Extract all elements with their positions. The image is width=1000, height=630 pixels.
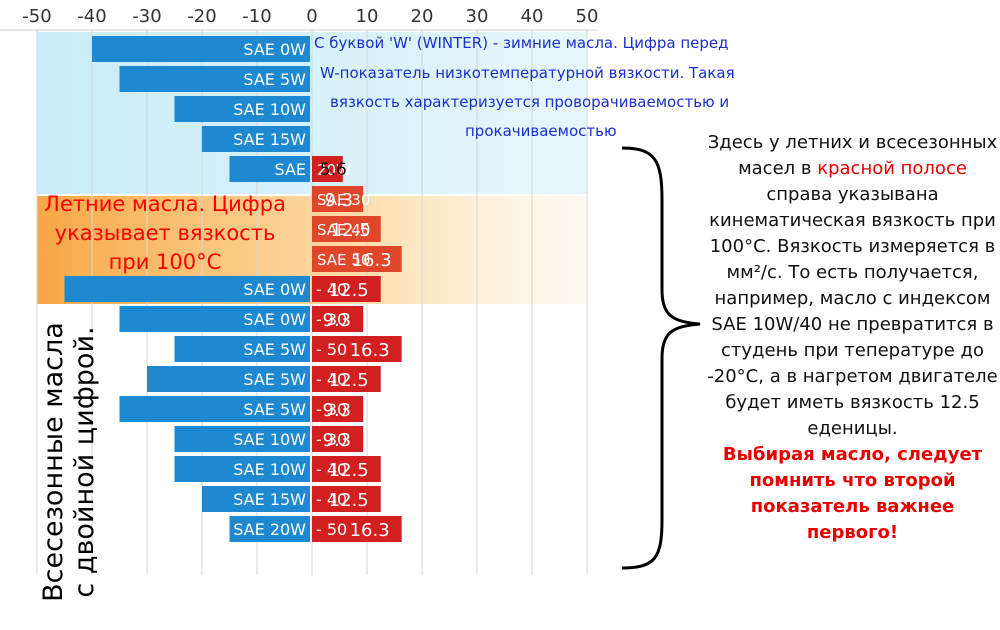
multigrade-summer-bar [312, 516, 402, 542]
value-label: 16.3 [350, 520, 390, 541]
multigrade-winter-label: SAE 0W [243, 310, 306, 329]
multigrade-summer-label: - 50 [316, 340, 347, 359]
value-label: 9.3 [323, 430, 352, 451]
winter-bar [119, 66, 310, 92]
x-tick-label: 50 [576, 6, 599, 27]
multigrade-summer-bar [312, 306, 364, 332]
value-label: 12.5 [329, 280, 369, 301]
x-axis-ticks: -50 -40 -30 -20 -10 0 10 20 30 40 50 [22, 6, 598, 27]
value-label: 9.3 [323, 400, 352, 421]
winter-bar [174, 96, 310, 122]
multigrade-winter-label: SAE 15W [233, 490, 306, 509]
multigrade-winter-bar [174, 426, 310, 452]
value-label: 12.5 [329, 370, 369, 391]
multigrade-winter-label: SAE 5W [243, 340, 306, 359]
value-label: 5.6 [320, 160, 347, 180]
summer-oils-note: Летние масла. Цифра указывает вязкость п… [20, 190, 310, 277]
multigrade-winter-bar [174, 456, 310, 482]
winter-note-line: W-показатель низкотемпературной вязкости… [320, 64, 735, 82]
summer-bar [312, 156, 343, 182]
x-tick-label: 10 [356, 6, 379, 27]
multigrade-winter-bar [174, 336, 310, 362]
summer-note-line: при 100°С [108, 250, 222, 274]
value-label: 12.5 [331, 220, 371, 241]
multigrade-summer-label: - 40 [316, 370, 347, 389]
winter-note-line: вязкость характеризуется проворачиваемос… [330, 93, 730, 111]
multigrade-summer-label: - 40 [316, 490, 347, 509]
bars [64, 36, 402, 542]
summer-bar [312, 216, 381, 242]
winter-bar-label: SAE 5W [243, 70, 306, 89]
winter-note-line: С буквой 'W' (WINTER) - зимние масла. Ци… [314, 34, 729, 52]
summer-bar-label: 20W [317, 161, 351, 179]
multigrade-summer-label: - 40 [316, 280, 347, 299]
multigrade-winter-label: SAE 5W [243, 400, 306, 419]
explanation-text: Здесь у летних и всесезонных масел в [707, 132, 998, 179]
multigrade-summer-bar [312, 336, 402, 362]
value-label: 16.3 [352, 250, 392, 271]
multigrade-summer-bar [312, 276, 381, 302]
multigrade-winter-label: SAE 10W [233, 460, 306, 479]
winter-bar-label: SAE [274, 160, 306, 179]
multigrade-title: Всесезонные масла с двойной цифрой. [38, 302, 116, 622]
summer-bar [312, 186, 364, 212]
multigrade-summer-bar [312, 366, 381, 392]
multigrade-summer-bar [312, 426, 364, 452]
value-label: 12.5 [329, 460, 369, 481]
multigrade-winter-bar [119, 306, 310, 332]
red-band-highlight: красной полосе [817, 158, 967, 179]
multigrade-summer-label: - 30 [316, 430, 347, 449]
explanation-panel: Здесь у летних и всесезонных масел в кра… [705, 130, 1000, 546]
multigrade-winter-bar [147, 366, 310, 392]
summer-bar [312, 246, 402, 272]
value-label: 9.3 [325, 190, 354, 211]
multigrade-winter-label: SAE 0W [243, 280, 306, 299]
multigrade-summer-bar [312, 396, 364, 422]
multigrade-summer-label: - 50 [316, 520, 347, 539]
x-tick-label: -30 [132, 6, 161, 27]
summer-bar-label: SAE 30 [317, 191, 370, 209]
multigrade-title-line: с двойной цифрой. [69, 326, 100, 598]
winter-bar-label: SAE 0W [243, 40, 306, 59]
summer-note-line: указывает вязкость [54, 221, 276, 245]
multigrade-winter-label: SAE 10W [233, 430, 306, 449]
value-label: 16.3 [350, 340, 390, 361]
multigrade-winter-label: SAE 20W [233, 520, 306, 539]
warning-text: Выбирая масло, следует помнить что второ… [722, 444, 983, 543]
summer-note-line: Летние масла. Цифра [44, 192, 286, 216]
x-tick-label: -50 [22, 6, 51, 27]
value-label: 12.5 [329, 490, 369, 511]
winter-note-line: прокачиваемостью [465, 122, 617, 140]
x-tick-label: 0 [306, 6, 317, 27]
x-tick-label: 40 [521, 6, 544, 27]
x-tick-label: -20 [187, 6, 216, 27]
x-tick-label: 30 [466, 6, 489, 27]
x-tick-label: -40 [77, 6, 106, 27]
winter-bar-label: SAE 15W [233, 130, 306, 149]
multigrade-winter-bar [64, 276, 310, 302]
multigrade-winter-label: SAE 5W [243, 370, 306, 389]
multigrade-summer-bar [312, 486, 381, 512]
x-tick-label: -10 [242, 6, 271, 27]
explanation-text: справа указывана кинематическая вязкость… [707, 184, 998, 439]
summer-bar-label: SAE 50 [317, 251, 370, 269]
x-tick-label: 20 [411, 6, 434, 27]
multigrade-title-line: Всесезонные масла [38, 322, 69, 602]
winter-bar [202, 126, 310, 152]
multigrade-winter-bar [229, 516, 310, 542]
multigrade-winter-bar [119, 396, 310, 422]
winter-bar-label: SAE 10W [233, 100, 306, 119]
curly-brace [621, 146, 701, 570]
multigrade-summer-label: - 30 [316, 400, 347, 419]
summer-bar-label: SAE 40 [317, 221, 370, 239]
winter-bar [92, 36, 310, 62]
value-label: 9.3 [323, 310, 352, 331]
multigrade-summer-bar [312, 456, 381, 482]
multigrade-summer-label: - 40 [316, 460, 347, 479]
multigrade-winter-bar [202, 486, 310, 512]
multigrade-summer-label: - 30 [316, 310, 347, 329]
winter-bar [229, 156, 310, 182]
